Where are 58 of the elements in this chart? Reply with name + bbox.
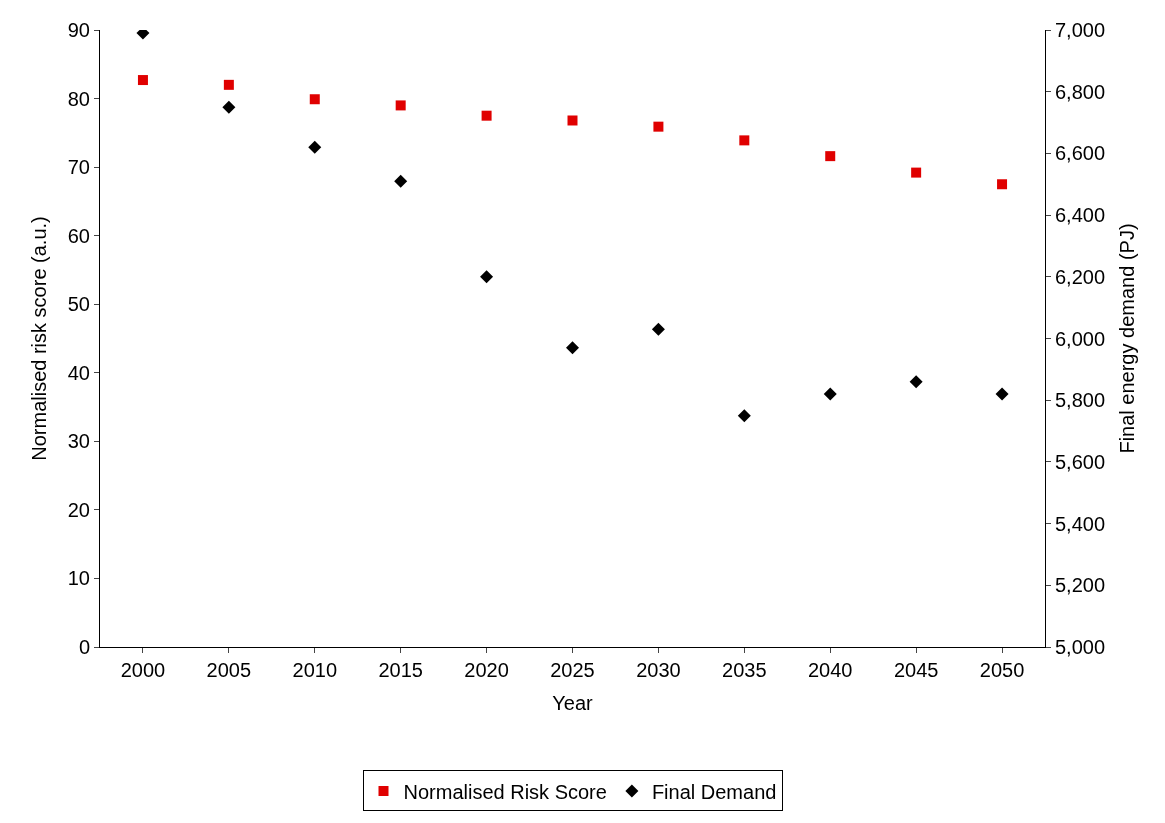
y2-tick-label: 5,800 bbox=[1055, 389, 1106, 412]
y2-tick-label: 7,000 bbox=[1055, 19, 1106, 41]
y2-tick-label: 6,000 bbox=[1055, 327, 1106, 350]
x-tick-label: 2025 bbox=[550, 659, 595, 681]
legend-label: Final Demand bbox=[651, 780, 777, 803]
point bbox=[651, 322, 665, 336]
point bbox=[566, 341, 579, 355]
x-tick-label: 2020 bbox=[464, 659, 509, 681]
y2-tick-label: 5,200 bbox=[1055, 574, 1106, 597]
y2-tick-label: 5,000 bbox=[1055, 636, 1106, 658]
x-tick-label: 2035 bbox=[722, 659, 767, 681]
y-tick-label: 10 bbox=[67, 567, 90, 590]
point bbox=[395, 100, 406, 111]
point bbox=[567, 115, 578, 126]
x-tick-label: 2015 bbox=[378, 659, 423, 681]
y-tick-label: 40 bbox=[67, 361, 90, 384]
y2-axis-title: Final energy demand (PJ) bbox=[1115, 223, 1138, 454]
point bbox=[222, 100, 236, 114]
point bbox=[481, 110, 492, 121]
point bbox=[480, 270, 494, 284]
point bbox=[653, 121, 664, 132]
point bbox=[825, 151, 836, 162]
point bbox=[308, 140, 322, 154]
y2-tick-label: 6,600 bbox=[1055, 142, 1106, 165]
y-tick-label: 50 bbox=[67, 293, 90, 316]
y2-tick-label: 6,400 bbox=[1055, 204, 1106, 227]
point bbox=[911, 167, 922, 178]
point bbox=[823, 387, 837, 401]
y-tick-label: 60 bbox=[67, 224, 90, 247]
y-tick-label: 20 bbox=[67, 498, 90, 521]
point bbox=[737, 409, 751, 423]
legend-label: Normalised Risk Score bbox=[403, 780, 607, 803]
point bbox=[137, 75, 148, 86]
x-tick-label: 2005 bbox=[206, 659, 252, 681]
y-tick-label: 70 bbox=[67, 156, 90, 179]
x-tick-label: 2040 bbox=[807, 659, 853, 681]
point bbox=[995, 387, 1009, 401]
point bbox=[739, 135, 750, 146]
x-tick-label: 2000 bbox=[120, 659, 166, 681]
point bbox=[223, 79, 234, 90]
x-tick-label: 2030 bbox=[636, 659, 681, 681]
point bbox=[309, 94, 320, 105]
y-tick-label: 80 bbox=[67, 87, 90, 110]
y2-tick-label: 5,400 bbox=[1055, 512, 1106, 535]
point bbox=[997, 179, 1008, 190]
y-tick-label: 90 bbox=[67, 19, 90, 41]
y2-tick-label: 5,600 bbox=[1055, 450, 1106, 473]
x-axis-title: Year bbox=[552, 691, 594, 714]
point bbox=[909, 375, 923, 389]
y-tick-label: 30 bbox=[67, 430, 90, 453]
y-tick-label: 0 bbox=[78, 636, 90, 658]
x-tick-label: 2010 bbox=[292, 659, 338, 681]
y2-tick-label: 6,800 bbox=[1055, 80, 1106, 103]
point bbox=[394, 174, 408, 188]
y-axis-title: Normalised risk score (a.u.) bbox=[28, 216, 51, 461]
y2-tick-label: 6,200 bbox=[1055, 265, 1106, 288]
x-tick-label: 2045 bbox=[893, 659, 939, 681]
x-tick-label: 2050 bbox=[979, 659, 1025, 681]
